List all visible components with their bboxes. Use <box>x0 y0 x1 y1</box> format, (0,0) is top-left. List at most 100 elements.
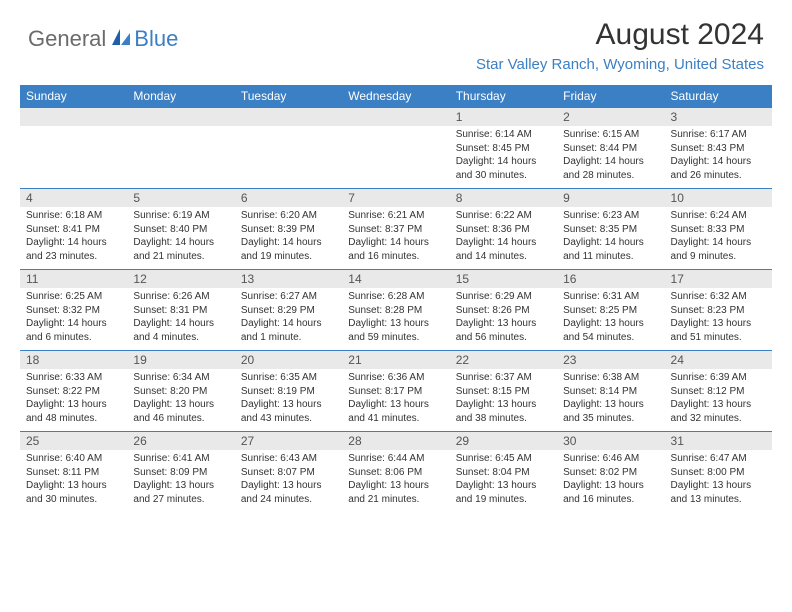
daylight-text: Daylight: 13 hours and 59 minutes. <box>348 317 443 344</box>
header: General Blue August 2024 Star Valley Ran… <box>0 0 792 73</box>
sunset-text: Sunset: 8:33 PM <box>671 223 766 237</box>
sunset-text: Sunset: 8:28 PM <box>348 304 443 318</box>
calendar-cell: 27Sunrise: 6:43 AMSunset: 8:07 PMDayligh… <box>235 432 342 513</box>
day-number: 27 <box>235 432 342 450</box>
day-number: 11 <box>20 270 127 288</box>
daylight-text: Daylight: 13 hours and 43 minutes. <box>241 398 336 425</box>
title-block: August 2024 Star Valley Ranch, Wyoming, … <box>476 18 764 73</box>
day-number: 31 <box>665 432 772 450</box>
day-number: 3 <box>665 108 772 126</box>
sunset-text: Sunset: 8:07 PM <box>241 466 336 480</box>
day-number: 6 <box>235 189 342 207</box>
day-number: 7 <box>342 189 449 207</box>
location: Star Valley Ranch, Wyoming, United State… <box>476 56 764 73</box>
calendar-cell: 16Sunrise: 6:31 AMSunset: 8:25 PMDayligh… <box>557 270 664 351</box>
day-details <box>235 126 342 184</box>
day-number: 23 <box>557 351 664 369</box>
sunset-text: Sunset: 8:39 PM <box>241 223 336 237</box>
day-details: Sunrise: 6:18 AMSunset: 8:41 PMDaylight:… <box>20 207 127 269</box>
calendar-cell: 6 Sunrise: 6:20 AMSunset: 8:39 PMDaylight… <box>235 189 342 270</box>
sunset-text: Sunset: 8:45 PM <box>456 142 551 156</box>
logo-sail-icon <box>110 27 132 52</box>
sunset-text: Sunset: 8:23 PM <box>671 304 766 318</box>
day-details: Sunrise: 6:45 AMSunset: 8:04 PMDaylight:… <box>450 450 557 512</box>
daylight-text: Daylight: 14 hours and 1 minute. <box>241 317 336 344</box>
sunrise-text: Sunrise: 6:38 AM <box>563 371 658 385</box>
day-details: Sunrise: 6:24 AMSunset: 8:33 PMDaylight:… <box>665 207 772 269</box>
sunrise-text: Sunrise: 6:33 AM <box>26 371 121 385</box>
sunset-text: Sunset: 8:36 PM <box>456 223 551 237</box>
daylight-text: Daylight: 14 hours and 6 minutes. <box>26 317 121 344</box>
day-number: 12 <box>127 270 234 288</box>
daylight-text: Daylight: 14 hours and 19 minutes. <box>241 236 336 263</box>
calendar-cell: 1Sunrise: 6:14 AMSunset: 8:45 PMDaylight… <box>450 108 557 189</box>
sunset-text: Sunset: 8:22 PM <box>26 385 121 399</box>
daylight-text: Daylight: 14 hours and 9 minutes. <box>671 236 766 263</box>
day-number: 25 <box>20 432 127 450</box>
sunset-text: Sunset: 8:40 PM <box>133 223 228 237</box>
daylight-text: Daylight: 14 hours and 30 minutes. <box>456 155 551 182</box>
calendar-week-row: 4Sunrise: 6:18 AMSunset: 8:41 PMDaylight… <box>20 189 772 270</box>
day-details: Sunrise: 6:31 AMSunset: 8:25 PMDaylight:… <box>557 288 664 350</box>
day-details: Sunrise: 6:19 AMSunset: 8:40 PMDaylight:… <box>127 207 234 269</box>
sunrise-text: Sunrise: 6:20 AM <box>241 209 336 223</box>
sunrise-text: Sunrise: 6:27 AM <box>241 290 336 304</box>
day-header-row: Sunday Monday Tuesday Wednesday Thursday… <box>20 85 772 108</box>
daylight-text: Daylight: 13 hours and 32 minutes. <box>671 398 766 425</box>
day-header-friday: Friday <box>557 85 664 108</box>
sunset-text: Sunset: 8:00 PM <box>671 466 766 480</box>
calendar-cell <box>342 108 449 189</box>
day-number: 14 <box>342 270 449 288</box>
calendar-cell: 25Sunrise: 6:40 AMSunset: 8:11 PMDayligh… <box>20 432 127 513</box>
day-details: Sunrise: 6:35 AMSunset: 8:19 PMDaylight:… <box>235 369 342 431</box>
day-details: Sunrise: 6:27 AMSunset: 8:29 PMDaylight:… <box>235 288 342 350</box>
day-details: Sunrise: 6:36 AMSunset: 8:17 PMDaylight:… <box>342 369 449 431</box>
sunrise-text: Sunrise: 6:26 AM <box>133 290 228 304</box>
day-details: Sunrise: 6:38 AMSunset: 8:14 PMDaylight:… <box>557 369 664 431</box>
sunrise-text: Sunrise: 6:41 AM <box>133 452 228 466</box>
day-number: 2 <box>557 108 664 126</box>
logo: General Blue <box>28 26 178 52</box>
logo-text-blue: Blue <box>134 26 178 52</box>
calendar-cell <box>127 108 234 189</box>
calendar-cell: 7Sunrise: 6:21 AMSunset: 8:37 PMDaylight… <box>342 189 449 270</box>
sunrise-text: Sunrise: 6:24 AM <box>671 209 766 223</box>
sunset-text: Sunset: 8:32 PM <box>26 304 121 318</box>
daylight-text: Daylight: 13 hours and 27 minutes. <box>133 479 228 506</box>
month-title: August 2024 <box>476 18 764 52</box>
day-number: 24 <box>665 351 772 369</box>
calendar-week-row: 11Sunrise: 6:25 AMSunset: 8:32 PMDayligh… <box>20 270 772 351</box>
calendar-cell: 22Sunrise: 6:37 AMSunset: 8:15 PMDayligh… <box>450 351 557 432</box>
sunrise-text: Sunrise: 6:40 AM <box>26 452 121 466</box>
daylight-text: Daylight: 13 hours and 24 minutes. <box>241 479 336 506</box>
calendar-cell: 20Sunrise: 6:35 AMSunset: 8:19 PMDayligh… <box>235 351 342 432</box>
calendar-cell: 26Sunrise: 6:41 AMSunset: 8:09 PMDayligh… <box>127 432 234 513</box>
calendar-cell: 3Sunrise: 6:17 AMSunset: 8:43 PMDaylight… <box>665 108 772 189</box>
day-details: Sunrise: 6:46 AMSunset: 8:02 PMDaylight:… <box>557 450 664 512</box>
daylight-text: Daylight: 14 hours and 11 minutes. <box>563 236 658 263</box>
day-details: Sunrise: 6:28 AMSunset: 8:28 PMDaylight:… <box>342 288 449 350</box>
sunset-text: Sunset: 8:26 PM <box>456 304 551 318</box>
daylight-text: Daylight: 13 hours and 19 minutes. <box>456 479 551 506</box>
sunset-text: Sunset: 8:02 PM <box>563 466 658 480</box>
day-details: Sunrise: 6:44 AMSunset: 8:06 PMDaylight:… <box>342 450 449 512</box>
sunset-text: Sunset: 8:09 PM <box>133 466 228 480</box>
calendar-cell: 18Sunrise: 6:33 AMSunset: 8:22 PMDayligh… <box>20 351 127 432</box>
daylight-text: Daylight: 13 hours and 16 minutes. <box>563 479 658 506</box>
day-details: Sunrise: 6:22 AMSunset: 8:36 PMDaylight:… <box>450 207 557 269</box>
daylight-text: Daylight: 14 hours and 28 minutes. <box>563 155 658 182</box>
day-details: Sunrise: 6:21 AMSunset: 8:37 PMDaylight:… <box>342 207 449 269</box>
daylight-text: Daylight: 13 hours and 56 minutes. <box>456 317 551 344</box>
sunrise-text: Sunrise: 6:43 AM <box>241 452 336 466</box>
day-details <box>127 126 234 184</box>
calendar-cell: 9Sunrise: 6:23 AMSunset: 8:35 PMDaylight… <box>557 189 664 270</box>
day-details: Sunrise: 6:43 AMSunset: 8:07 PMDaylight:… <box>235 450 342 512</box>
sunrise-text: Sunrise: 6:25 AM <box>26 290 121 304</box>
daylight-text: Daylight: 14 hours and 26 minutes. <box>671 155 766 182</box>
calendar-cell: 14Sunrise: 6:28 AMSunset: 8:28 PMDayligh… <box>342 270 449 351</box>
calendar-cell: 19Sunrise: 6:34 AMSunset: 8:20 PMDayligh… <box>127 351 234 432</box>
sunrise-text: Sunrise: 6:31 AM <box>563 290 658 304</box>
sunrise-text: Sunrise: 6:22 AM <box>456 209 551 223</box>
calendar-cell: 2Sunrise: 6:15 AMSunset: 8:44 PMDaylight… <box>557 108 664 189</box>
calendar-week-row: 25Sunrise: 6:40 AMSunset: 8:11 PMDayligh… <box>20 432 772 513</box>
